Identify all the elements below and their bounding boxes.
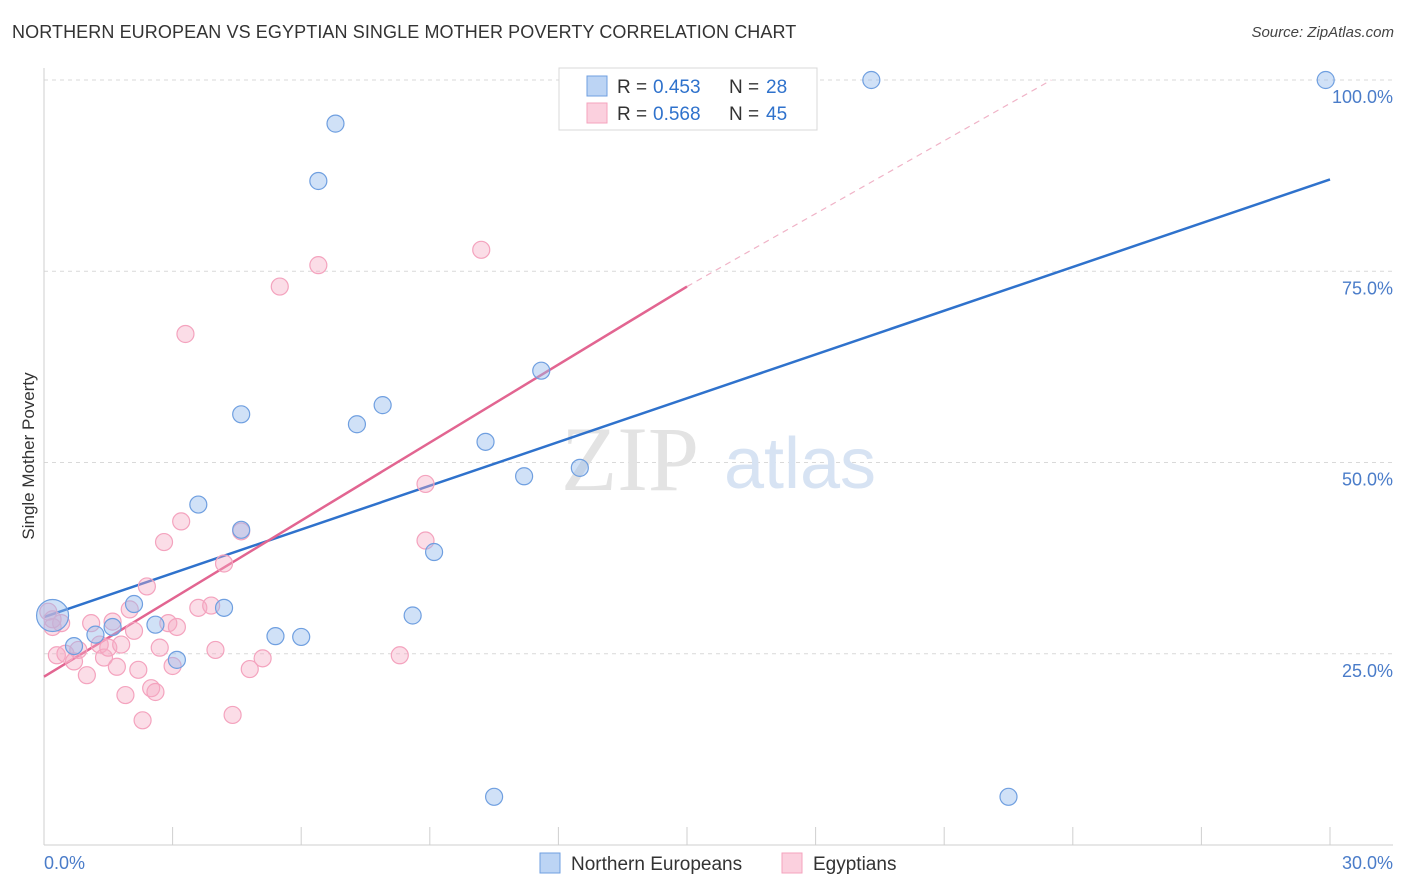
point-northern-europeans <box>1316 70 1335 90</box>
point-egyptians <box>124 621 144 640</box>
point-egyptians <box>43 610 62 629</box>
point-egyptians <box>116 685 135 705</box>
point-northern-europeans <box>86 625 105 644</box>
series-legend: Northern Europeans Egyptians <box>539 852 896 875</box>
point-northern-europeans <box>167 650 186 669</box>
point-northern-europeans <box>532 361 551 380</box>
stats-legend: R = 0.453 N = 28 R = 0.568 N = 45 <box>558 67 818 131</box>
point-northern-europeans <box>309 171 328 191</box>
regression-line-egyptians <box>43 285 688 678</box>
regression-line-northern-europeans <box>43 178 1331 619</box>
point-northern-europeans <box>214 598 234 617</box>
point-egyptians <box>94 648 114 667</box>
regression-lines <box>43 79 1331 678</box>
source-credit: Source: ZipAtlas.com <box>1251 24 1394 41</box>
point-northern-europeans <box>347 415 367 434</box>
point-egyptians <box>309 256 328 275</box>
point-northern-europeans <box>862 70 881 90</box>
legend-n-value-2: 45 <box>766 104 787 125</box>
point-egyptians <box>150 638 169 657</box>
zipatlas-watermark: ZIP atlas <box>561 408 876 510</box>
x-tick-label-min: 0.0% <box>44 853 85 873</box>
point-northern-europeans <box>64 636 84 656</box>
point-northern-europeans <box>232 405 251 424</box>
point-northern-europeans <box>35 598 70 633</box>
watermark-atlas: atlas <box>724 424 876 504</box>
point-egyptians <box>129 660 148 679</box>
point-northern-europeans <box>999 787 1018 806</box>
point-egyptians <box>206 640 225 660</box>
chart-title: NORTHERN EUROPEAN VS EGYPTIAN SINGLE MOT… <box>12 22 797 42</box>
series-legend-label-northern-europeans: Northern Europeans <box>571 854 742 875</box>
legend-n-label-1: N = <box>729 77 759 98</box>
series-legend-swatch-northern-europeans <box>539 852 561 874</box>
point-egyptians <box>103 612 122 631</box>
point-northern-europeans <box>146 615 165 634</box>
point-northern-europeans <box>476 432 495 451</box>
legend-n-value-1: 28 <box>766 77 787 98</box>
legend-n-label-2: N = <box>729 104 759 125</box>
point-egyptians <box>172 512 191 531</box>
point-egyptians <box>270 277 289 296</box>
point-egyptians <box>82 614 101 633</box>
point-egyptians <box>146 682 165 702</box>
point-egyptians <box>390 646 409 665</box>
point-northern-europeans <box>326 114 345 133</box>
point-northern-europeans <box>515 467 534 486</box>
data-points <box>35 70 1335 806</box>
series-legend-swatch-egyptians <box>781 852 803 874</box>
point-northern-europeans <box>232 520 251 539</box>
y-axis-label: Single Mother Poverty <box>19 372 38 540</box>
series-legend-label-egyptians: Egyptians <box>813 854 896 875</box>
point-northern-europeans <box>570 458 589 477</box>
point-northern-europeans <box>189 495 208 514</box>
point-egyptians <box>167 617 186 637</box>
point-northern-europeans <box>292 627 311 647</box>
x-tick-label-max: 30.0% <box>1342 853 1393 873</box>
legend-swatch-northern-europeans <box>586 75 608 97</box>
point-northern-europeans <box>403 606 422 625</box>
point-egyptians <box>223 705 242 725</box>
point-egyptians <box>137 577 156 596</box>
point-egyptians <box>133 711 152 730</box>
y-tick-label-50: 50.0% <box>1342 470 1393 490</box>
y-tick-label-25: 25.0% <box>1342 661 1393 681</box>
point-egyptians <box>253 649 272 668</box>
point-egyptians <box>416 474 435 494</box>
point-northern-europeans <box>424 542 444 562</box>
point-egyptians <box>107 657 126 676</box>
point-northern-europeans <box>124 594 144 614</box>
legend-r-label-2: R = <box>617 104 647 125</box>
point-egyptians <box>472 240 491 259</box>
point-northern-europeans <box>103 617 122 637</box>
point-northern-europeans <box>266 627 285 646</box>
point-egyptians <box>176 324 195 344</box>
point-northern-europeans <box>373 396 392 415</box>
legend-swatch-egyptians <box>586 102 608 124</box>
y-tick-labels: 25.0% 50.0% 75.0% 100.0% <box>1332 87 1393 681</box>
gridlines <box>44 79 1393 655</box>
watermark-zip: ZIP <box>561 408 699 510</box>
regression-extension-egyptians <box>686 79 1052 288</box>
point-egyptians <box>240 659 259 679</box>
point-egyptians <box>154 532 174 552</box>
point-egyptians <box>112 635 131 654</box>
axes <box>43 68 1393 846</box>
y-tick-label-75: 75.0% <box>1342 278 1393 298</box>
legend-r-value-1: 0.453 <box>653 77 701 98</box>
point-egyptians <box>64 652 84 671</box>
point-egyptians <box>52 614 71 633</box>
y-tick-label-100: 100.0% <box>1332 87 1393 107</box>
legend-r-value-2: 0.568 <box>653 104 701 125</box>
legend-r-label-1: R = <box>617 77 647 98</box>
point-egyptians <box>77 666 96 685</box>
point-northern-europeans <box>485 787 504 806</box>
point-egyptians <box>214 554 234 573</box>
